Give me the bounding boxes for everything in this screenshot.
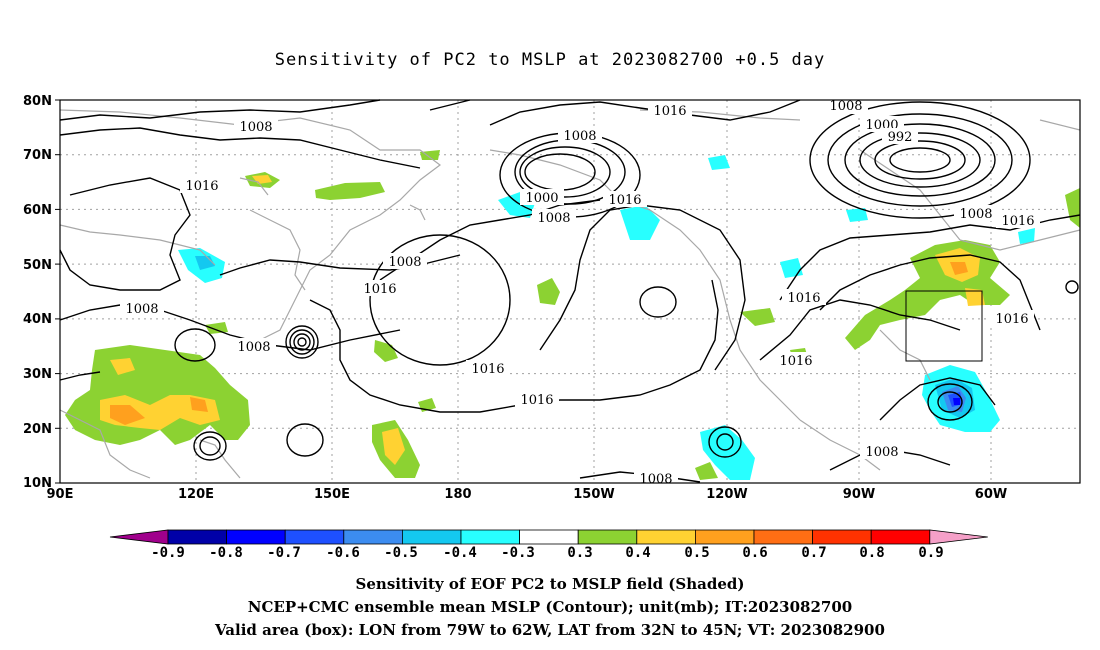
map-title: Sensitivity of PC2 to MSLP at 2023082700… [274,50,826,70]
lon-label: 180 [444,487,471,502]
lat-label: 10N [23,476,52,491]
contour-label: 1008 [639,472,672,487]
colorbar-label: 0.8 [859,545,884,561]
contour-label: 1016 [520,393,553,408]
contour-label: 1008 [537,211,570,226]
contour-label: 1008 [959,207,992,222]
contour-label: 1016 [185,179,218,194]
contour-label: 1016 [779,354,812,369]
contour-label: 1016 [787,291,820,306]
contour-label: 1016 [995,312,1028,327]
contour-label: 1016 [363,282,396,297]
map-frame [59,99,1081,484]
caption-shading: Sensitivity of EOF PC2 to MSLP field (Sh… [355,575,745,593]
contour-label: 1008 [563,129,596,144]
colorbar-label: -0.5 [384,545,418,561]
contour-label: 1008 [388,255,421,270]
lat-label: 30N [23,367,52,382]
colorbar-swatch [460,529,520,545]
contour-label: 1008 [829,99,862,114]
colorbar-swatch [284,529,345,545]
lat-label: 60N [23,203,52,218]
lon-label: 120W [706,487,747,502]
colorbar-swatch [636,529,696,545]
colorbar-label: -0.6 [326,545,360,561]
colorbar-swatch [343,529,403,545]
lon-label: 120E [178,487,214,502]
colorbar-swatch [929,529,988,545]
lon-label: 150W [573,487,614,502]
colorbar-label: 0.5 [684,545,709,561]
contour-label: 1016 [653,104,686,119]
colorbar-label: -0.9 [151,545,185,561]
colorbar-label: -0.8 [209,545,243,561]
colorbar-label: 0.3 [567,545,592,561]
colorbar-swatch [109,529,169,545]
colorbar [109,529,988,545]
lat-label: 80N [23,94,52,109]
colorbar-swatch [226,529,286,545]
lon-label: 90E [47,487,74,502]
colorbar-label: -0.3 [501,545,535,561]
latitude-axis: 80N 70N 60N 50N 40N 30N 20N 10N [23,94,52,491]
contour-label: 992 [888,130,913,145]
longitude-axis: 90E 120E 150E 180 150W 120W 90W 60W [47,487,1008,502]
contour-label: 1016 [471,362,504,377]
contour-label: 1016 [608,193,641,208]
lat-label: 20N [23,422,52,437]
lat-label: 70N [23,148,52,163]
colorbar-swatch [577,529,638,545]
caption-contour: NCEP+CMC ensemble mean MSLP (Contour); u… [247,598,853,616]
colorbar-swatch [753,529,813,545]
lat-ticks [55,99,60,484]
contour-label: 1008 [239,120,272,135]
caption-valid-area: Valid area (box): LON from 79W to 62W, L… [215,621,885,639]
colorbar-label: 0.4 [625,545,650,561]
contour-label: 1008 [865,445,898,460]
positive-sensitivity-shading [65,150,1080,480]
negative-sensitivity-shading [178,155,1035,480]
colorbar-label: -0.4 [443,545,477,561]
colorbar-swatch [167,529,227,545]
lon-label: 60W [975,487,1007,502]
colorbar-labels: -0.9 -0.8 -0.7 -0.6 -0.5 -0.4 -0.3 0.3 0… [151,545,944,561]
contour-label: 1008 [125,302,158,317]
colorbar-label: 0.7 [801,545,826,561]
lon-label: 150E [314,487,350,502]
contour-label: 1008 [237,340,270,355]
contour-label: 1000 [525,191,558,206]
colorbar-label: 0.9 [918,545,943,561]
colorbar-swatch [812,529,872,545]
colorbar-swatch [870,529,931,545]
colorbar-label: 0.6 [742,545,767,561]
colorbar-label: -0.7 [267,545,301,561]
lat-label: 50N [23,258,52,273]
contour-label-group: 1008 1016 1008 1008 1008 1016 1016 1016 … [120,99,1040,487]
lon-label: 90W [843,487,875,502]
colorbar-swatch [519,529,579,545]
contour-label: 1016 [1001,214,1034,229]
colorbar-swatch [401,529,462,545]
colorbar-swatch [695,529,755,545]
lat-label: 40N [23,312,52,327]
valid-area-box [905,290,983,362]
